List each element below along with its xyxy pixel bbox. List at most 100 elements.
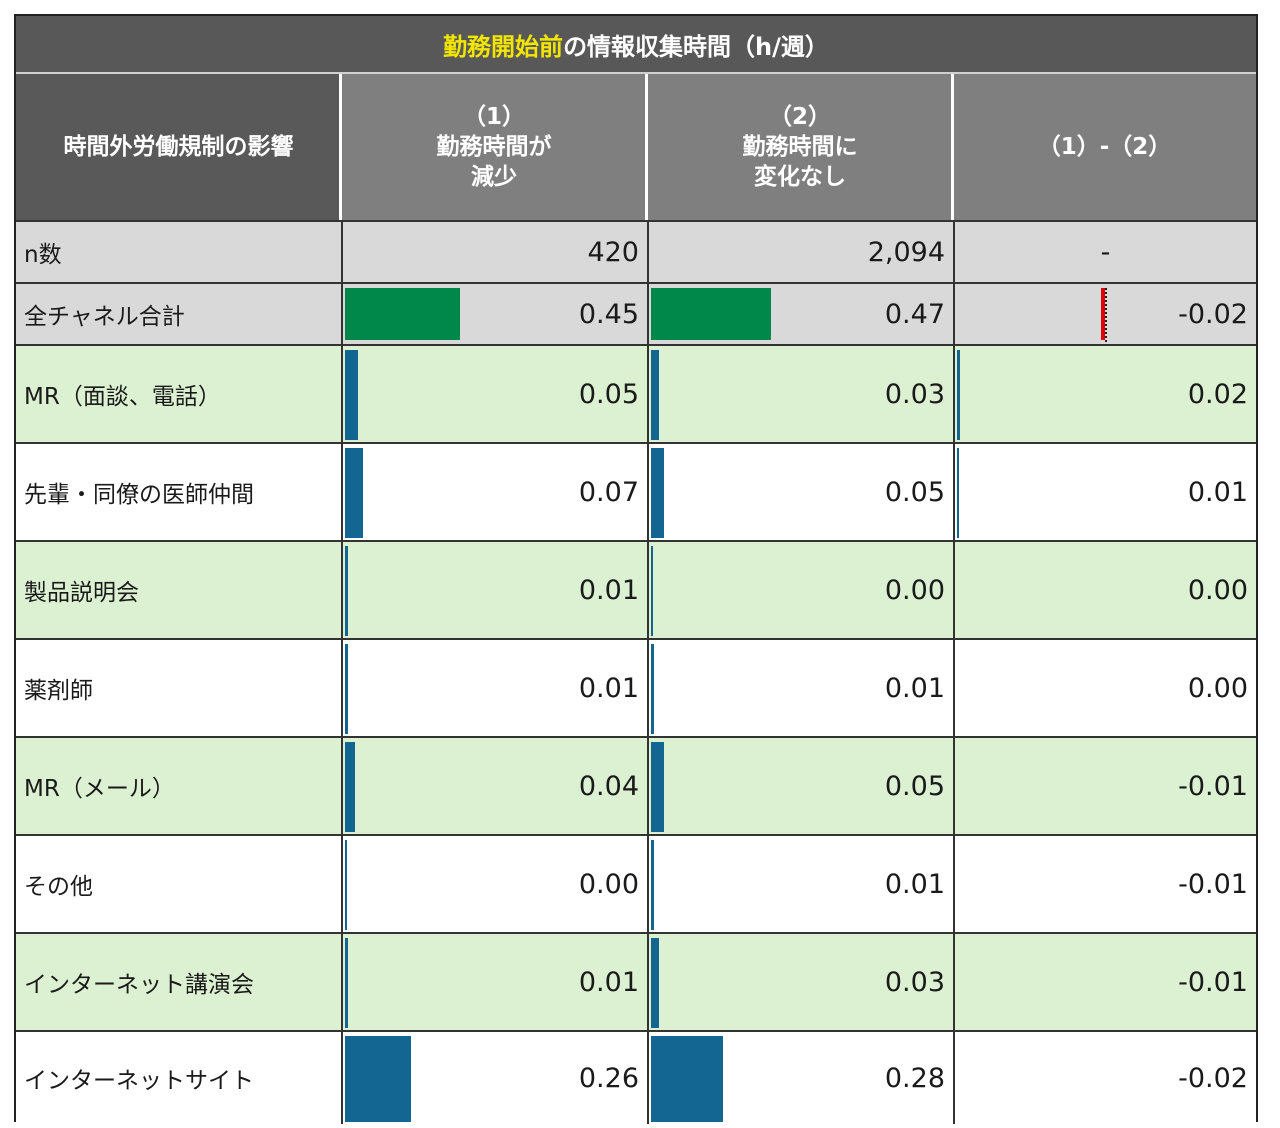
bar-col2 xyxy=(651,448,664,538)
table-row: その他 0.00 0.01 -0.01 xyxy=(16,834,1256,932)
row-label: MR（メール） xyxy=(24,776,175,802)
n-row: n数 420 2,094 - xyxy=(16,220,1256,282)
diff-axis xyxy=(1105,288,1107,342)
value-diff: -0.01 xyxy=(1178,868,1248,900)
header-col3: （1）-（2） xyxy=(953,74,1256,220)
cell-diff: -0.02 xyxy=(953,284,1256,344)
bar-col2 xyxy=(651,840,654,930)
value-diff: 0.00 xyxy=(1187,574,1248,606)
cell-diff: -0.01 xyxy=(953,934,1256,1030)
table-row: 薬剤師 0.01 0.01 0.00 xyxy=(16,638,1256,736)
value-diff: 0.02 xyxy=(1187,378,1248,410)
bar-col1 xyxy=(345,288,460,340)
bar-col2 xyxy=(651,1036,723,1122)
cell-diff: -0.02 xyxy=(953,1032,1256,1124)
table-title: 勤務開始前 の情報収集時間（h/週） xyxy=(16,16,1256,74)
diff-bar xyxy=(1101,288,1105,340)
value-col2: 0.28 xyxy=(884,1062,945,1094)
value-diff: -0.01 xyxy=(1178,770,1248,802)
cell-col2: 0.01 xyxy=(647,836,953,932)
row-label: インターネットサイト xyxy=(24,1068,254,1094)
cell-col1: 0.01 xyxy=(341,934,647,1030)
value-col1: 0.26 xyxy=(578,1062,639,1094)
value-diff: -0.02 xyxy=(1178,298,1248,330)
table-row: 先輩・同僚の医師仲間 0.07 0.05 0.01 xyxy=(16,442,1256,540)
value-col1: 0.05 xyxy=(578,378,639,410)
table-row: インターネットサイト 0.26 0.28 -0.02 xyxy=(16,1030,1256,1124)
cell-diff: -0.01 xyxy=(953,836,1256,932)
table-row: インターネット講演会 0.01 0.03 -0.01 xyxy=(16,932,1256,1030)
bar-col1 xyxy=(345,840,347,930)
value-col1: 0.00 xyxy=(578,868,639,900)
n-cell-col2: 2,094 xyxy=(647,222,953,282)
bar-col1 xyxy=(345,350,358,440)
cell-col1: 0.05 xyxy=(341,346,647,442)
n-value-col1: 420 xyxy=(587,236,639,268)
value-col1: 0.01 xyxy=(578,672,639,704)
value-col2: 0.03 xyxy=(884,966,945,998)
table-row: MR（面談、電話） 0.05 0.03 0.02 xyxy=(16,344,1256,442)
value-diff: -0.02 xyxy=(1178,1062,1248,1094)
cell-col2: 0.05 xyxy=(647,444,953,540)
cell-col1: 0.07 xyxy=(341,444,647,540)
cell-col2: 0.03 xyxy=(647,346,953,442)
bar-col1 xyxy=(345,448,363,538)
value-diff: 0.00 xyxy=(1187,672,1248,704)
value-col1: 0.07 xyxy=(578,476,639,508)
row-label: 先輩・同僚の医師仲間 xyxy=(24,482,254,508)
value-col1: 0.01 xyxy=(578,574,639,606)
cell-col2: 0.00 xyxy=(647,542,953,638)
row-label: MR（面談、電話） xyxy=(24,384,221,410)
value-col1: 0.01 xyxy=(578,966,639,998)
bar-col1 xyxy=(345,742,356,832)
value-col2: 0.01 xyxy=(884,672,945,704)
bar-col1 xyxy=(345,644,348,734)
cell-diff: 0.00 xyxy=(953,640,1256,736)
bar-col2 xyxy=(651,938,659,1028)
row-label: その他 xyxy=(24,874,93,900)
bar-col1 xyxy=(345,938,348,1028)
cell-col1: 0.01 xyxy=(341,542,647,638)
n-value-col3: - xyxy=(1100,236,1111,268)
value-col2: 0.05 xyxy=(884,476,945,508)
row-label: 全チャネル合計 xyxy=(24,304,185,330)
n-cell-col1: 420 xyxy=(341,222,647,282)
row-label: インターネット講演会 xyxy=(24,972,254,998)
n-cell-col3: - xyxy=(953,222,1256,282)
cell-diff: 0.02 xyxy=(953,346,1256,442)
cell-col2: 0.28 xyxy=(647,1032,953,1124)
diff-bar xyxy=(957,350,960,440)
cell-col2: 0.47 xyxy=(647,284,953,344)
cell-col1: 0.04 xyxy=(341,738,647,834)
cell-diff: 0.00 xyxy=(953,542,1256,638)
cell-col1: 0.26 xyxy=(341,1032,647,1124)
n-value-col2: 2,094 xyxy=(867,236,945,268)
value-col2: 0.01 xyxy=(884,868,945,900)
header-label: 時間外労働規制の影響 xyxy=(16,74,341,220)
cell-diff: -0.01 xyxy=(953,738,1256,834)
cell-diff: 0.01 xyxy=(953,444,1256,540)
value-col2: 0.47 xyxy=(884,298,945,330)
cell-col2: 0.03 xyxy=(647,934,953,1030)
value-col2: 0.00 xyxy=(884,574,945,606)
bar-col1 xyxy=(345,546,348,636)
bar-col1 xyxy=(345,1036,412,1122)
value-col2: 0.03 xyxy=(884,378,945,410)
data-table: 勤務開始前 の情報収集時間（h/週） 時間外労働規制の影響 （1） 勤務時間が 減… xyxy=(14,14,1258,1124)
bar-col2 xyxy=(651,644,654,734)
row-label: n数 xyxy=(24,242,62,268)
total-row: 全チャネル合計 0.45 0.47 -0.02 xyxy=(16,282,1256,344)
table-row: MR（メール） 0.04 0.05 -0.01 xyxy=(16,736,1256,834)
header-col2: （2） 勤務時間に 変化なし xyxy=(647,74,953,220)
title-rest: の情報収集時間（h/週） xyxy=(563,32,829,61)
value-diff: -0.01 xyxy=(1178,966,1248,998)
header-col1: （1） 勤務時間が 減少 xyxy=(341,74,647,220)
value-col2: 0.05 xyxy=(884,770,945,802)
cell-col1: 0.00 xyxy=(341,836,647,932)
diff-bar xyxy=(957,448,959,538)
bar-col2 xyxy=(651,350,659,440)
bar-col2 xyxy=(651,288,772,340)
value-diff: 0.01 xyxy=(1187,476,1248,508)
cell-col2: 0.01 xyxy=(647,640,953,736)
title-highlight: 勤務開始前 xyxy=(443,32,564,61)
